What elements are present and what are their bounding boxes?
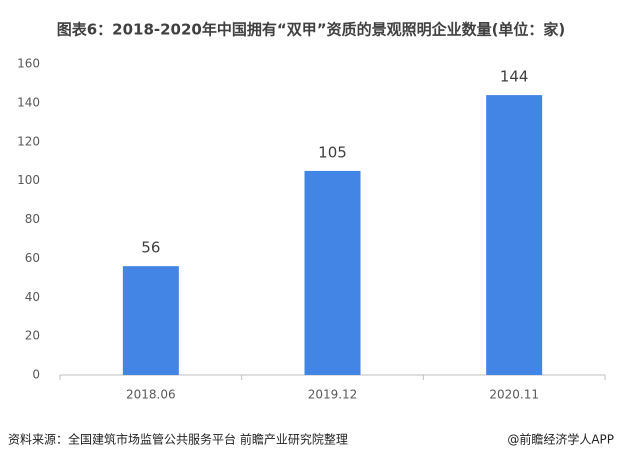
y-tick-label: 0 — [32, 368, 40, 382]
y-tick-label: 120 — [17, 134, 40, 148]
chart-title: 图表6：2018-2020年中国拥有“双甲”资质的景观照明企业数量(单位：家) — [57, 21, 566, 39]
bar — [486, 95, 543, 375]
bar — [304, 170, 361, 375]
y-tick-label: 100 — [17, 173, 40, 187]
x-tick-label: 2018.06 — [126, 388, 176, 402]
x-tick-label: 2019.12 — [308, 388, 358, 402]
credit: @前瞻经济学人APP — [507, 432, 614, 447]
y-tick-label: 60 — [25, 251, 40, 265]
x-tick-label: 2020.11 — [489, 388, 539, 402]
data-label: 105 — [318, 143, 347, 161]
data-label: 56 — [141, 239, 160, 257]
y-tick-label: 160 — [17, 57, 40, 71]
bar — [122, 266, 179, 375]
y-tick-label: 140 — [17, 95, 40, 109]
source-note: 资料来源：全国建筑市场监管公共服务平台 前瞻产业研究院整理 — [8, 432, 348, 447]
y-tick-label: 80 — [25, 212, 40, 226]
y-tick-label: 40 — [25, 290, 40, 304]
data-label: 144 — [500, 68, 529, 86]
y-tick-label: 20 — [25, 329, 40, 343]
